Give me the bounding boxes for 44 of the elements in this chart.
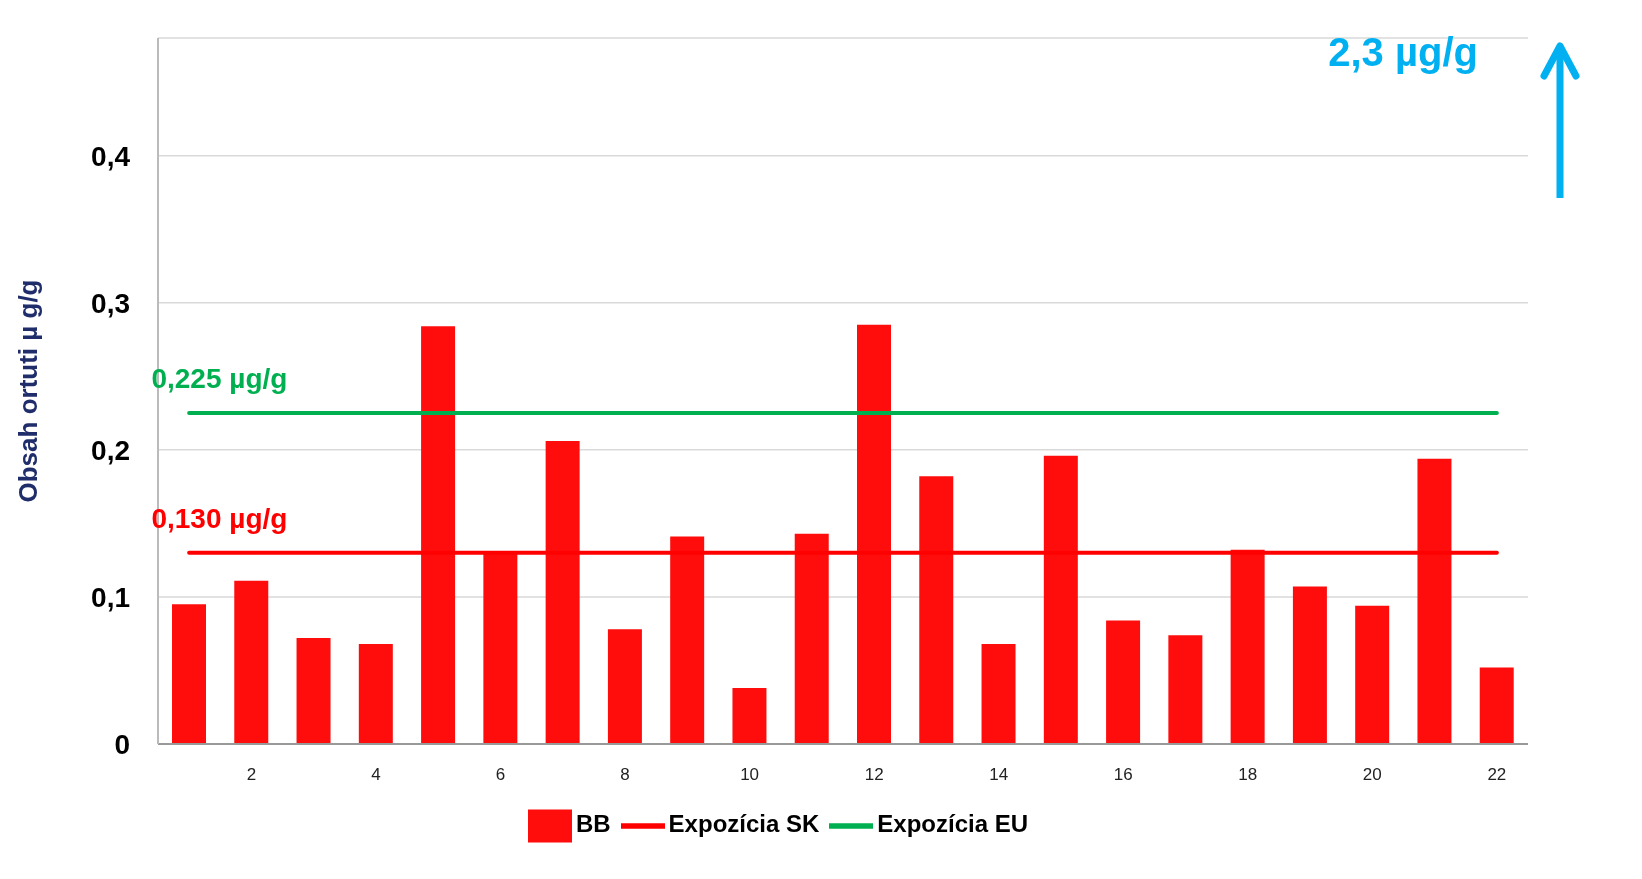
bar — [234, 580, 269, 744]
bar — [421, 326, 456, 744]
x-tick-label: 14 — [989, 765, 1009, 785]
annotation: 2,3 µg/g — [1328, 30, 1478, 75]
y-tick-label: 0,3 — [91, 287, 130, 319]
bar — [919, 476, 954, 744]
x-tick-label: 10 — [740, 765, 760, 785]
x-tick-label: 16 — [1113, 765, 1133, 785]
bar — [670, 536, 705, 744]
x-tick-label: 20 — [1362, 765, 1382, 785]
y-tick-label: 0,4 — [91, 140, 131, 172]
x-tick-label: 18 — [1238, 765, 1258, 785]
bar — [1043, 455, 1078, 744]
bar — [358, 643, 393, 744]
bar — [1168, 635, 1203, 744]
y-tick-label: 0,1 — [91, 581, 130, 613]
x-tick-label: 4 — [371, 765, 381, 785]
y-axis-title: Obsah ortuti µ g/g — [13, 279, 44, 503]
bar — [296, 638, 331, 744]
bar — [172, 604, 206, 744]
legend-label: Expozícia SK — [668, 810, 820, 838]
bar — [1417, 458, 1452, 744]
x-tick-label: 12 — [864, 765, 884, 785]
bar — [1292, 586, 1327, 744]
x-tick-label: 22 — [1487, 765, 1507, 785]
bar — [1355, 605, 1390, 744]
bar — [545, 441, 580, 744]
bar — [981, 643, 1016, 744]
annotation: 0,225 µg/g — [151, 363, 288, 395]
y-tick-label: 0 — [114, 728, 130, 760]
bar — [732, 688, 767, 744]
x-tick-label: 8 — [620, 765, 630, 785]
x-tick-label: 6 — [495, 765, 506, 785]
legend-label: BB — [575, 810, 611, 838]
bar — [1230, 549, 1265, 744]
bar — [794, 533, 829, 744]
x-tick-label: 2 — [246, 765, 257, 785]
legend-label: Expozícia EU — [877, 810, 1029, 838]
bar — [1106, 620, 1141, 744]
bar — [1479, 667, 1514, 744]
y-tick-label: 0,2 — [91, 434, 130, 466]
bar — [607, 629, 642, 744]
annotation: 0,130 µg/g — [151, 502, 288, 534]
bar — [857, 324, 891, 744]
